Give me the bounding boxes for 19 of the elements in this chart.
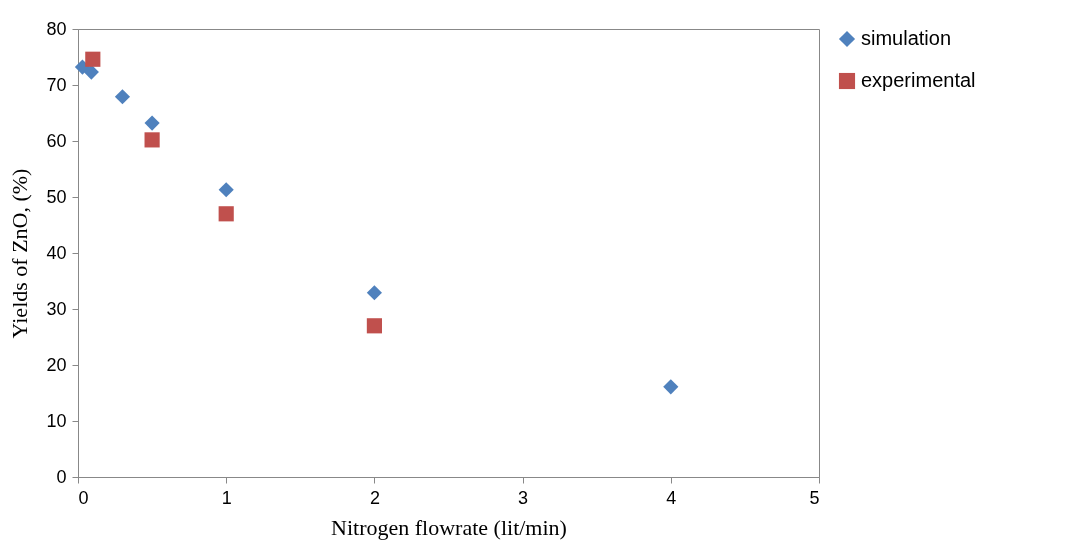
x-axis-title: Nitrogen flowrate (lit/min) — [331, 514, 567, 540]
x-tick-label: 3 — [518, 487, 529, 508]
y-tick-label: 30 — [46, 298, 67, 319]
y-tick-label: 80 — [46, 18, 67, 39]
y-tick-label: 0 — [56, 466, 67, 487]
y-tick-label: 70 — [46, 74, 67, 95]
y-tick-label: 20 — [46, 354, 67, 375]
x-tick-label: 4 — [666, 487, 677, 508]
y-tick-label: 40 — [46, 242, 67, 263]
y-tick-label: 50 — [46, 186, 67, 207]
y-tick-label: 10 — [46, 410, 67, 431]
legend-label: experimental — [861, 69, 976, 91]
y-tick-label: 60 — [46, 130, 67, 151]
x-tick-label: 0 — [78, 487, 89, 508]
x-tick-label: 5 — [809, 487, 820, 508]
x-tick-label: 1 — [221, 487, 232, 508]
y-axis-title: Yields of ZnO, (%) — [7, 168, 33, 339]
legend-label: simulation — [861, 27, 952, 49]
x-tick-label: 2 — [369, 487, 380, 508]
